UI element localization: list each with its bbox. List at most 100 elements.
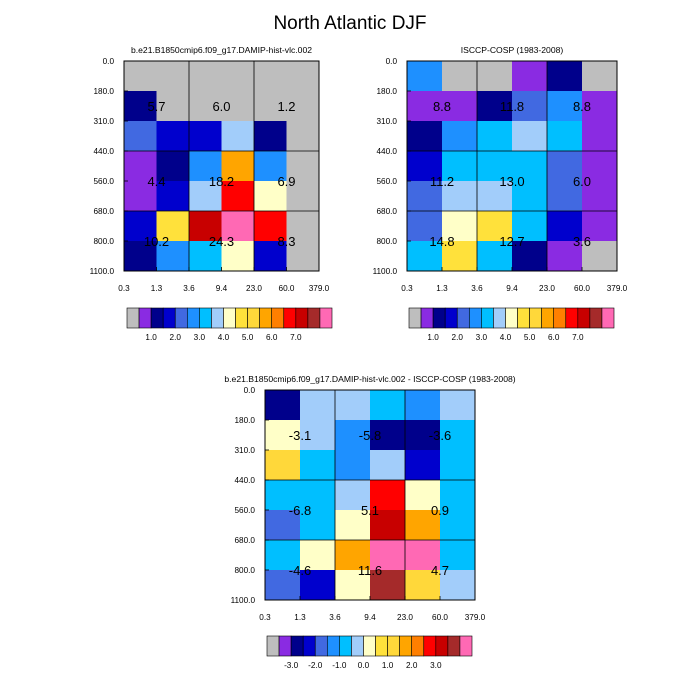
colorbar-box (302, 635, 316, 657)
heatmap-cell (440, 480, 476, 511)
y-tick-label: 680.0 (235, 536, 256, 545)
colorbar-box (211, 307, 224, 329)
colorbar-box (541, 307, 555, 329)
colorbar-tick-label: 1.0 (382, 661, 394, 670)
grid-value-label: -3.6 (429, 428, 451, 443)
colorbar-box (529, 307, 542, 329)
heatmap-cell (265, 510, 301, 541)
heatmap-cell (221, 211, 255, 242)
y-tick-label: 440.0 (235, 476, 256, 485)
colorbar-tick-label: 7.0 (290, 333, 302, 342)
heatmap-cell (124, 211, 157, 242)
colorbar-box (408, 307, 422, 329)
colorbar-tick-label: -2.0 (308, 661, 323, 670)
x-tick-label: 0.3 (401, 284, 413, 293)
colorbar-box (351, 635, 364, 657)
x-tick-label: 9.4 (364, 613, 376, 622)
y-tick-label: 680.0 (377, 207, 398, 216)
x-tick-label: 3.6 (471, 284, 483, 293)
heatmap-cell (335, 480, 371, 511)
colorbar-box (468, 307, 482, 329)
colorbar-tick-label: 2.0 (452, 333, 464, 342)
colorbar-tick-label: 1.0 (145, 333, 157, 342)
y-tick-label: 0.0 (244, 386, 256, 395)
heatmap-cell (300, 420, 336, 451)
colorbar-box (307, 307, 321, 329)
colorbar-box (278, 635, 292, 657)
heatmap-cell (407, 151, 443, 182)
grid-value-label: 8.3 (277, 234, 295, 249)
grid-value-label: 6.9 (277, 174, 295, 189)
colorbar-box (432, 307, 446, 329)
colorbar-box (447, 635, 461, 657)
heatmap-cell (189, 121, 222, 152)
y-tick-label: 560.0 (235, 506, 256, 515)
heatmap-cell (405, 450, 441, 481)
heatmap-cell (189, 151, 222, 182)
heatmap-cell (300, 450, 336, 481)
colorbar-box (150, 307, 164, 329)
colorbar-tick-label: 7.0 (572, 333, 584, 342)
heatmap-cell (405, 420, 441, 451)
colorbar-box (565, 307, 579, 329)
colorbar-box (459, 635, 473, 657)
colorbar-box (589, 307, 603, 329)
heatmap-cell (440, 540, 476, 571)
colorbar-box (517, 307, 530, 329)
heatmap-cell (512, 181, 548, 212)
heatmap-cell (407, 61, 443, 92)
panel-title: b.e21.B1850cmip6.f09_g17.DAMIP-hist-vlc.… (131, 45, 312, 55)
x-tick-label: 379.0 (607, 284, 628, 293)
heatmap-cell (254, 151, 287, 182)
colorbar-box (162, 307, 176, 329)
heatmap-cell (286, 61, 320, 92)
colorbar-box (138, 307, 152, 329)
heatmap-cell (124, 61, 157, 92)
grid-value-label: 8.8 (433, 99, 451, 114)
grid-value-label: 5.1 (361, 503, 379, 518)
heatmap-cell (286, 151, 320, 182)
heatmap-cell (407, 181, 443, 212)
colorbar-tick-label: -3.0 (284, 661, 299, 670)
heatmap-panel-isccp: ISCCP-COSP (1983-2008) 0.3 1.3 3.6 9.4 23.0 60… (373, 45, 628, 342)
colorbar-box (326, 635, 340, 657)
heatmap-cell (124, 91, 157, 122)
heatmap-cell (335, 450, 371, 481)
heatmap-cell (442, 121, 478, 152)
grid-value-label: 6.0 (573, 174, 591, 189)
heatmap-cell (440, 570, 476, 601)
heatmap-cell (335, 390, 371, 421)
colorbar-box (505, 307, 518, 329)
heatmap-cell (547, 121, 583, 152)
heatmap-cell (221, 91, 255, 122)
heatmap-cell (512, 91, 548, 122)
y-tick-label: 180.0 (235, 416, 256, 425)
colorbar-tick-label: -1.0 (332, 661, 347, 670)
heatmap-cell (156, 181, 190, 212)
heatmap-cell (221, 151, 255, 182)
x-tick-label: 9.4 (506, 284, 518, 293)
colorbar-tick-label: 4.0 (218, 333, 230, 342)
heatmap-cell (512, 151, 548, 182)
grid-value-label: 6.0 (212, 99, 230, 114)
y-tick-label: 0.0 (386, 57, 398, 66)
heatmap-cell (254, 91, 287, 122)
colorbar-box (235, 307, 248, 329)
heatmap-cell (189, 61, 222, 92)
colorbar-box (375, 635, 388, 657)
heatmap-cell (189, 181, 222, 212)
heatmap-cell (156, 211, 190, 242)
grid-value-label: -4.6 (289, 563, 311, 578)
heatmap-cell (286, 211, 320, 242)
colorbar-tick-label: 4.0 (500, 333, 512, 342)
heatmap-cell (582, 91, 618, 122)
colorbar-box (444, 307, 458, 329)
x-tick-label: 1.3 (151, 284, 163, 293)
heatmap-cell (265, 480, 301, 511)
colorbar-box (266, 635, 280, 657)
heatmap-cell (286, 121, 320, 152)
heatmap-cell (300, 540, 336, 571)
heatmap-cell (407, 241, 443, 272)
panel-title: b.e21.B1850cmip6.f09_g17.DAMIP-hist-vlc.… (224, 374, 515, 384)
x-tick-label: 379.0 (465, 613, 486, 622)
